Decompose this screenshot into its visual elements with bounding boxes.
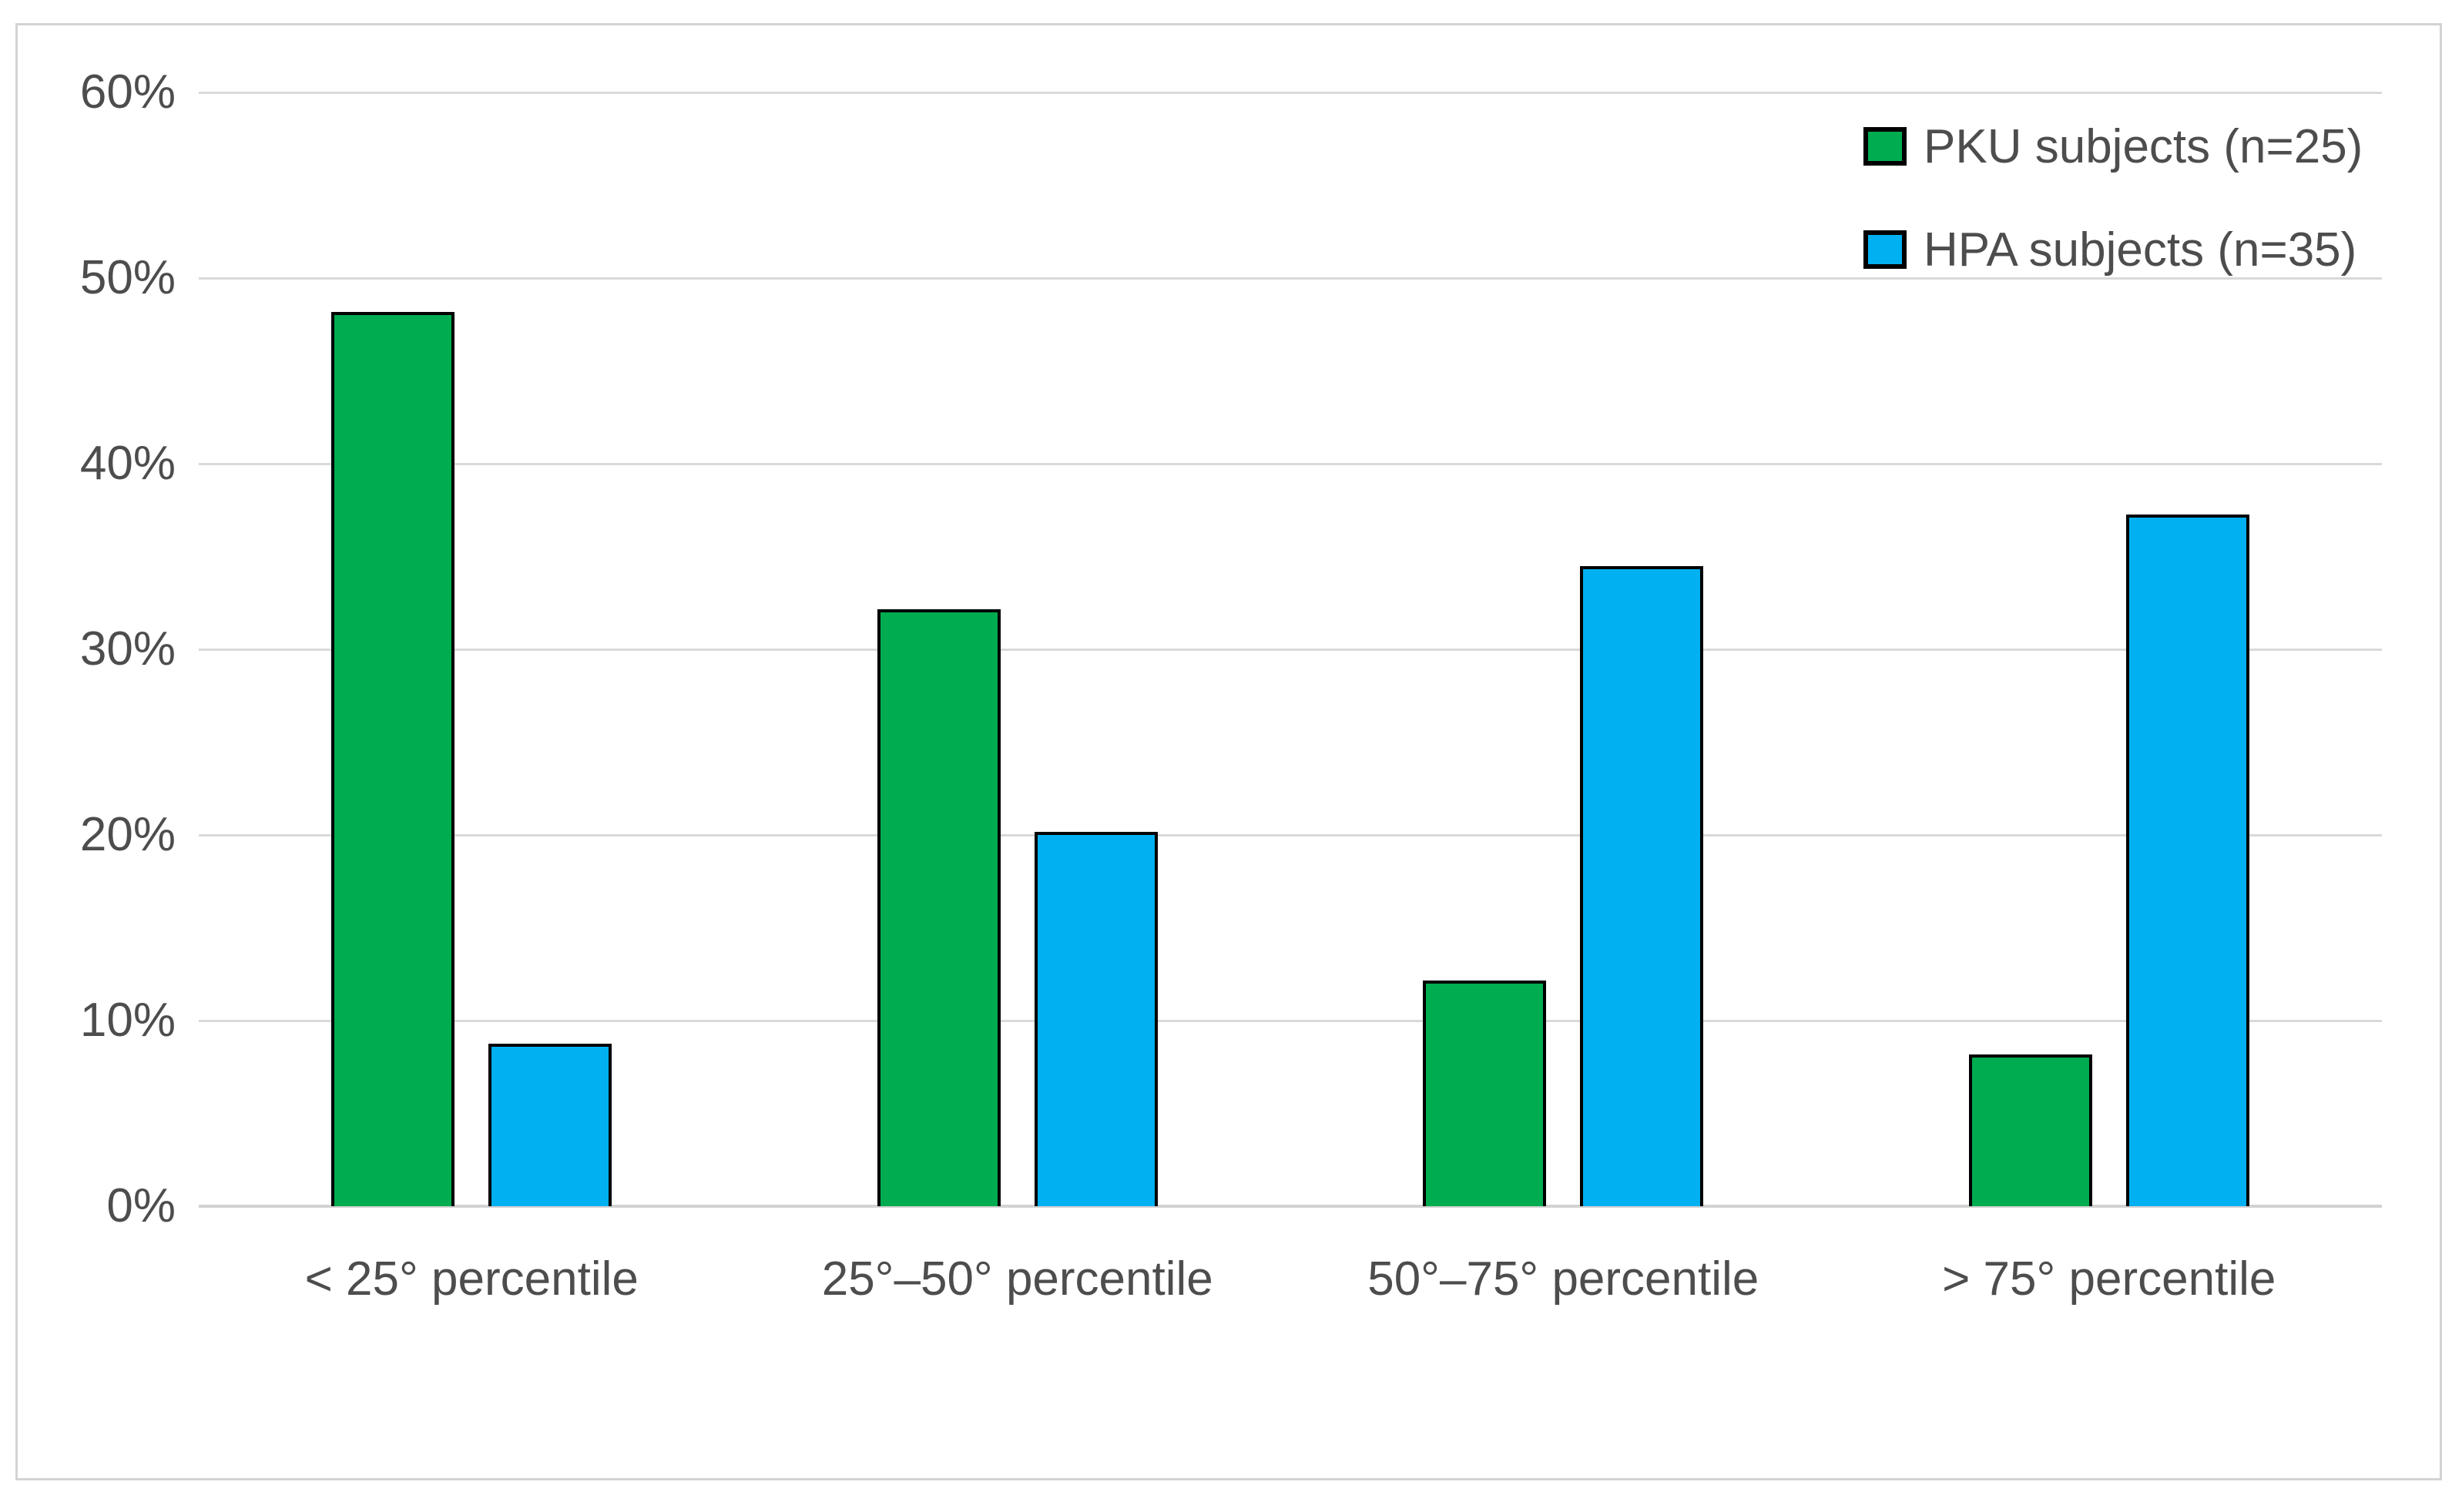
x-label-1: 25°–50° percentile	[821, 1252, 1213, 1306]
gridline-40	[199, 463, 2382, 466]
gridline-30	[199, 649, 2382, 651]
y-tick-label-20: 20%	[79, 808, 176, 862]
legend-swatch-hpa-icon	[1863, 230, 1907, 269]
x-axis: < 25° percentile 25°–50° percentile 50°–75…	[199, 1233, 2382, 1326]
y-tick-label-60: 60%	[79, 65, 176, 119]
bar-hpa-3	[2125, 514, 2249, 1206]
bar-group-3	[1836, 92, 2383, 1206]
legend-item-pku: PKU subjects (n=25)	[1863, 119, 2363, 173]
gridline-20	[199, 834, 2382, 837]
y-tick-label-30: 30%	[79, 622, 176, 676]
x-label-3: > 75° percentile	[1942, 1252, 2276, 1306]
x-label-0: < 25° percentile	[304, 1252, 639, 1306]
y-tick-label-0: 0%	[106, 1179, 176, 1232]
bar-hpa-1	[1034, 832, 1158, 1206]
bar-hpa-2	[1580, 566, 1704, 1206]
legend-label-pku: PKU subjects (n=25)	[1924, 119, 2363, 173]
bar-hpa-0	[488, 1043, 612, 1206]
plot-area	[199, 92, 2383, 1208]
gridline-50	[199, 277, 2382, 280]
legend: PKU subjects (n=25) HPA subjects (n=35)	[1863, 119, 2363, 326]
bar-pku-1	[877, 608, 1001, 1206]
x-label-2: 50°–75° percentile	[1367, 1252, 1759, 1306]
legend-label-hpa: HPA subjects (n=35)	[1924, 223, 2357, 277]
legend-item-hpa: HPA subjects (n=35)	[1863, 223, 2363, 277]
legend-swatch-pku-icon	[1863, 127, 1907, 166]
bar-pku-2	[1423, 980, 1547, 1206]
bar-group-1	[745, 92, 1291, 1206]
bar-pku-0	[331, 312, 455, 1206]
chart-figure: 0% 10% 20% 30% 40% 50% 60% < 25° percentile 25°…	[15, 23, 2442, 1480]
bar-group-2	[1290, 92, 1836, 1206]
bar-pku-3	[1968, 1054, 2092, 1206]
gridline-60	[199, 92, 2382, 94]
gridline-10	[199, 1020, 2382, 1023]
y-tick-label-40: 40%	[79, 437, 176, 491]
y-axis: 0% 10% 20% 30% 40% 50% 60%	[18, 65, 176, 1232]
y-tick-label-10: 10%	[79, 994, 176, 1048]
y-tick-label-50: 50%	[79, 251, 176, 304]
bar-group-0	[199, 92, 745, 1206]
gridline-0	[199, 1205, 2382, 1208]
